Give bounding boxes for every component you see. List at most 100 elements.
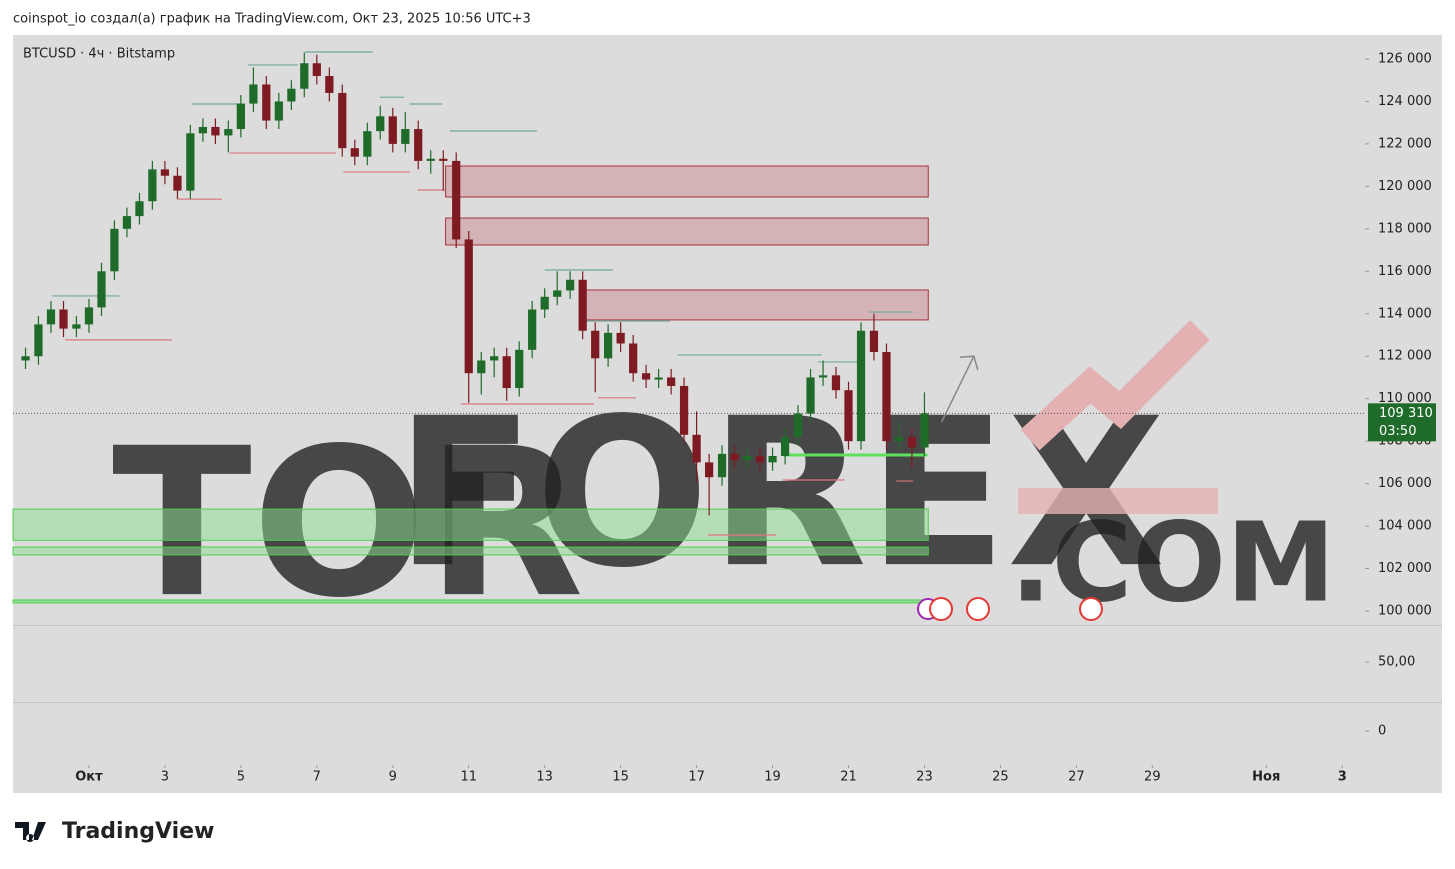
- candle-body: [654, 377, 663, 380]
- x-tick-label: 29: [1144, 770, 1161, 785]
- candle-body: [566, 279, 575, 291]
- candle-body: [249, 84, 258, 104]
- y-tick-label: 112 000: [1378, 349, 1432, 364]
- candle-body: [287, 88, 296, 102]
- candle-body: [920, 413, 929, 448]
- candle-body: [907, 436, 917, 448]
- y-tick-label: 50,00: [1378, 655, 1415, 670]
- candle-body: [84, 307, 94, 325]
- logo-text: TradingView: [62, 819, 214, 844]
- candle-body: [464, 239, 473, 374]
- event-icon: [966, 597, 990, 621]
- candle-body: [780, 436, 790, 457]
- x-tick-label: 3: [161, 770, 169, 785]
- projection-head: [959, 355, 979, 371]
- candle-body: [21, 356, 30, 361]
- zone: [579, 289, 929, 321]
- event-icon: [929, 597, 953, 621]
- y-tick-label: 118 000: [1378, 221, 1432, 236]
- candle-body: [515, 349, 524, 389]
- candle-body: [730, 453, 739, 461]
- candle-body: [46, 309, 56, 325]
- zone: [12, 508, 929, 541]
- candle-body: [122, 216, 132, 229]
- x-tick-label: Ноя: [1252, 770, 1280, 785]
- candle-body: [616, 332, 625, 344]
- candle-body: [755, 456, 765, 463]
- x-tick-label: 19: [764, 770, 781, 785]
- candle-body: [211, 126, 220, 136]
- y-tick-label: 114 000: [1378, 306, 1432, 321]
- price-label-box: [1368, 403, 1436, 442]
- candle-body: [274, 101, 283, 121]
- candle-body: [72, 324, 81, 329]
- logo-mark: [15, 822, 46, 842]
- candle-body: [578, 279, 587, 331]
- candle-body: [148, 169, 157, 202]
- candle-body: [831, 375, 841, 391]
- candle-body: [490, 356, 499, 361]
- candle-body: [894, 436, 904, 442]
- x-tick-label: Окт: [75, 770, 103, 785]
- candle-body: [818, 375, 828, 378]
- y-tick-label: 122 000: [1378, 136, 1432, 151]
- candle-body: [173, 175, 182, 191]
- candle-body: [452, 160, 461, 240]
- candle-body: [236, 103, 245, 130]
- candle-body: [844, 390, 853, 442]
- candle-body: [262, 84, 271, 121]
- candle-body: [135, 201, 144, 217]
- candle-body: [300, 63, 309, 89]
- candle-body: [34, 324, 43, 357]
- projection: [940, 355, 975, 423]
- candle-body: [414, 129, 423, 161]
- x-tick-label: 9: [389, 770, 397, 785]
- candle-body: [426, 158, 435, 161]
- y-tick-label: 0: [1378, 723, 1386, 738]
- candle-body: [528, 309, 537, 350]
- candle-body: [502, 356, 511, 389]
- candle-body: [540, 296, 549, 310]
- watermark-text: .COM: [1010, 498, 1336, 626]
- candle-body: [692, 434, 701, 463]
- candle-body: [338, 92, 347, 149]
- candle-body: [312, 63, 321, 76]
- x-tick-label: 21: [840, 770, 857, 785]
- logo: TradingView: [15, 819, 214, 844]
- zone: [445, 165, 929, 198]
- y-tick-label: 102 000: [1378, 561, 1432, 576]
- candle-body: [591, 330, 600, 359]
- candle-body: [705, 462, 714, 478]
- x-tick-label: 11: [460, 770, 477, 785]
- y-tick-label: 124 000: [1378, 94, 1432, 109]
- event-icon: [1079, 597, 1103, 621]
- candle-body: [388, 116, 397, 144]
- candle-body: [717, 453, 727, 478]
- y-tick-label: 120 000: [1378, 179, 1432, 194]
- x-tick-label: 3: [1338, 770, 1347, 785]
- candle-body: [629, 343, 638, 374]
- candle-body: [401, 129, 410, 144]
- candle-body: [325, 75, 334, 93]
- candle-body: [186, 133, 195, 191]
- x-tick-label: 23: [916, 770, 933, 785]
- candle-body: [553, 290, 562, 297]
- candle-body: [477, 360, 486, 374]
- candle-body: [856, 330, 866, 442]
- x-tick-label: 15: [612, 770, 629, 785]
- candle-body: [882, 351, 891, 442]
- candle-body: [679, 385, 689, 435]
- attribution: coinspot_io создал(а) график на TradingV…: [13, 12, 531, 27]
- y-tick-label: 116 000: [1378, 264, 1432, 279]
- candle-body: [806, 377, 815, 414]
- zone: [12, 599, 929, 604]
- candle-body: [742, 456, 752, 461]
- x-tick-label: 7: [313, 770, 321, 785]
- price-label: 109 310: [1379, 406, 1433, 421]
- y-tick-label: 106 000: [1378, 476, 1432, 491]
- candle-body: [667, 377, 676, 386]
- candle-body: [439, 158, 448, 161]
- candle-body: [363, 131, 372, 157]
- candle-body: [768, 456, 777, 463]
